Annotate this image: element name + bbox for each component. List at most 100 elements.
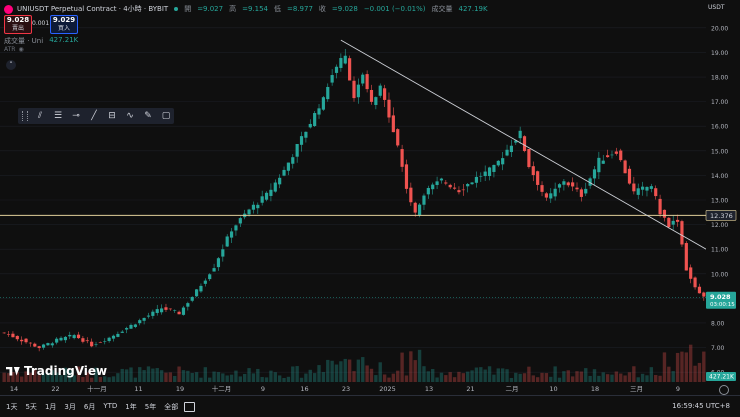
high-value: =9.154 [242, 5, 268, 13]
volume-bar-159 [697, 362, 702, 382]
volume-axis-label-bg [706, 372, 736, 381]
chart-grid [0, 27, 706, 373]
timeframe-5[interactable]: YTD [103, 401, 118, 410]
volume-bar-80 [352, 371, 356, 382]
candle-body-1 [6, 334, 11, 335]
timeframe-4[interactable]: 6月 [83, 402, 96, 411]
candle-body-70 [308, 123, 312, 128]
time-tick-4: 19 [176, 385, 184, 393]
timeframe-3[interactable]: 3月 [64, 402, 76, 411]
candle-body-34 [151, 311, 155, 316]
candle-body-84 [369, 89, 374, 102]
volume-bar-90 [396, 370, 400, 382]
candle-body-51 [225, 236, 229, 247]
chevron-up-icon[interactable]: ˄ [6, 60, 16, 70]
rectangle-icon[interactable]: ▢ [161, 111, 171, 121]
timeframe-7[interactable]: 5年 [144, 402, 157, 411]
time-tick-6: 9 [261, 385, 265, 393]
volume-bar-110 [483, 369, 487, 382]
volume-bar-89 [391, 373, 396, 382]
low-value: =8.977 [287, 5, 313, 13]
bottom-toolbar: 1天 5天 1月 3月 6月 YTD 1年 5年 全部 16:59:45 UTC+8 [0, 395, 740, 417]
candle-body-99 [435, 181, 439, 185]
volume-bar-87 [382, 374, 387, 382]
volume-bar-58 [256, 368, 260, 382]
candle-body-61 [269, 189, 273, 196]
candle-body-33 [146, 315, 151, 317]
volume-bar-49 [216, 372, 221, 382]
path-icon[interactable]: ∿ [126, 111, 134, 121]
volume-bar-68 [299, 377, 304, 382]
buy-button[interactable]: 9.029 買入 [50, 15, 78, 34]
volume-bar-26 [116, 373, 120, 382]
volume-bar-31 [138, 367, 142, 382]
volume-bar-156 [684, 352, 689, 382]
bar-countdown: 03:00:15 [710, 302, 735, 308]
candle-body-144 [632, 183, 636, 192]
timeframe-6[interactable]: 1年 [125, 402, 137, 411]
timeframe-1[interactable]: 5天 [25, 402, 37, 411]
sell-price: 9.028 [6, 16, 30, 24]
candle-body-62 [273, 182, 277, 192]
candle-body-115 [505, 149, 509, 156]
time-tick-14: 18 [591, 385, 599, 393]
volume-bar-86 [378, 362, 382, 382]
volume-bar-135 [592, 369, 597, 382]
volume-bar-127 [557, 377, 562, 382]
volume-bar-157 [689, 344, 693, 382]
price-tick-9: 15.00 [711, 148, 728, 155]
candle-body-92 [404, 164, 409, 189]
parallel-channel-icon[interactable]: ⊟ [108, 111, 116, 121]
candle-body-9 [41, 344, 46, 348]
volume-legend[interactable]: 成交量 · Uni 427.21K [4, 36, 78, 46]
fib-retracement-icon[interactable]: ☰ [53, 111, 63, 121]
candle-body-102 [448, 184, 452, 188]
candle-body-140 [614, 151, 618, 154]
timeframe-0[interactable]: 1天 [6, 402, 18, 411]
price-tick-14: 20.00 [711, 25, 728, 32]
candle-body-110 [483, 171, 487, 177]
volume-bar-152 [667, 366, 671, 382]
clock[interactable]: 16:59:45 UTC+8 [672, 402, 730, 410]
timeframe-8[interactable]: 全部 [164, 402, 179, 411]
candle-body-58 [256, 204, 260, 209]
candle-body-73 [321, 97, 325, 110]
volume-bar-9 [41, 373, 46, 382]
candle-body-121 [531, 166, 535, 176]
candle-body-0 [2, 332, 6, 334]
volume-bar-148 [649, 367, 654, 382]
tradingview-logo: TradingView [6, 364, 107, 378]
drag-handle-icon[interactable] [22, 111, 28, 121]
candle-body-124 [544, 193, 548, 198]
candle-body-157 [689, 267, 693, 279]
sell-label: 賣出 [11, 25, 24, 32]
volume-bar-56 [247, 368, 251, 382]
symbol-title[interactable]: UNIUSDT Perpetual Contract · 4小時 · BYBIT [4, 4, 168, 14]
trend-line-icon[interactable]: ╱ [91, 111, 97, 121]
eye-icon[interactable]: ◉ [18, 46, 24, 53]
fib-channel-icon[interactable]: ⫽ [37, 111, 42, 121]
volume-bar-35 [155, 368, 159, 382]
volume-bar-74 [326, 359, 330, 382]
candle-body-137 [601, 160, 605, 164]
buy-price: 9.029 [52, 16, 76, 24]
candle-body-44 [194, 289, 199, 297]
volume-bar-64 [282, 377, 286, 382]
volume-bar-40 [177, 366, 181, 382]
candle-body-149 [654, 188, 658, 197]
horizontal-ray-icon[interactable]: ⊸ [72, 111, 80, 121]
timeframe-2[interactable]: 1月 [44, 402, 57, 411]
sell-button[interactable]: 9.028 賣出 [4, 15, 32, 34]
atr-legend[interactable]: ATR ◉ [4, 46, 24, 53]
candle-body-8 [37, 346, 41, 349]
calendar-icon[interactable] [184, 401, 196, 412]
volume-bar-29 [129, 367, 133, 382]
brush-icon[interactable]: ✎ [144, 111, 152, 121]
candle-body-37 [164, 307, 168, 310]
gear-icon[interactable] [719, 385, 729, 395]
candle-body-71 [313, 113, 317, 127]
candle-body-90 [396, 129, 400, 146]
volume-bar-20 [89, 377, 94, 382]
